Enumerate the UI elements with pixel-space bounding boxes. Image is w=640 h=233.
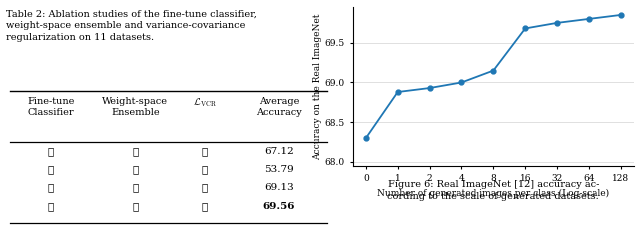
Text: $\mathcal{L}_{\mathrm{VCR}}$: $\mathcal{L}_{\mathrm{VCR}}$	[193, 97, 217, 110]
Text: 69.13: 69.13	[264, 183, 294, 192]
Text: ✓: ✓	[47, 165, 54, 174]
Text: ✓: ✓	[47, 183, 54, 192]
Text: 67.12: 67.12	[264, 147, 294, 156]
Text: ✓: ✓	[47, 202, 54, 211]
Text: ✓: ✓	[132, 202, 138, 211]
Text: ✓: ✓	[132, 183, 138, 192]
Text: ✗: ✗	[202, 165, 208, 174]
Text: ✗: ✗	[202, 147, 208, 156]
X-axis label: Number of generated images per class (Log-scale): Number of generated images per class (Lo…	[378, 189, 609, 198]
Text: Figure 6: Real ImageNet [12] accuracy ac-
cording to the scale of generated data: Figure 6: Real ImageNet [12] accuracy ac…	[387, 180, 599, 201]
Text: ✗: ✗	[202, 183, 208, 192]
Text: Weight-space
Ensemble: Weight-space Ensemble	[102, 97, 168, 117]
Y-axis label: Accuracy on the Real ImageNet: Accuracy on the Real ImageNet	[313, 13, 322, 160]
Text: ✗: ✗	[132, 147, 138, 156]
Text: ✓: ✓	[202, 202, 208, 211]
Text: ✗: ✗	[47, 147, 54, 156]
Text: 53.79: 53.79	[264, 165, 294, 174]
Text: ✗: ✗	[132, 165, 138, 174]
Text: Table 2: Ablation studies of the fine-tune classifier,
weight-space ensemble and: Table 2: Ablation studies of the fine-tu…	[6, 9, 257, 42]
Text: Average
Accuracy: Average Accuracy	[256, 97, 302, 117]
Text: 69.56: 69.56	[263, 202, 295, 211]
Text: Fine-tune
Classifier: Fine-tune Classifier	[27, 97, 74, 117]
